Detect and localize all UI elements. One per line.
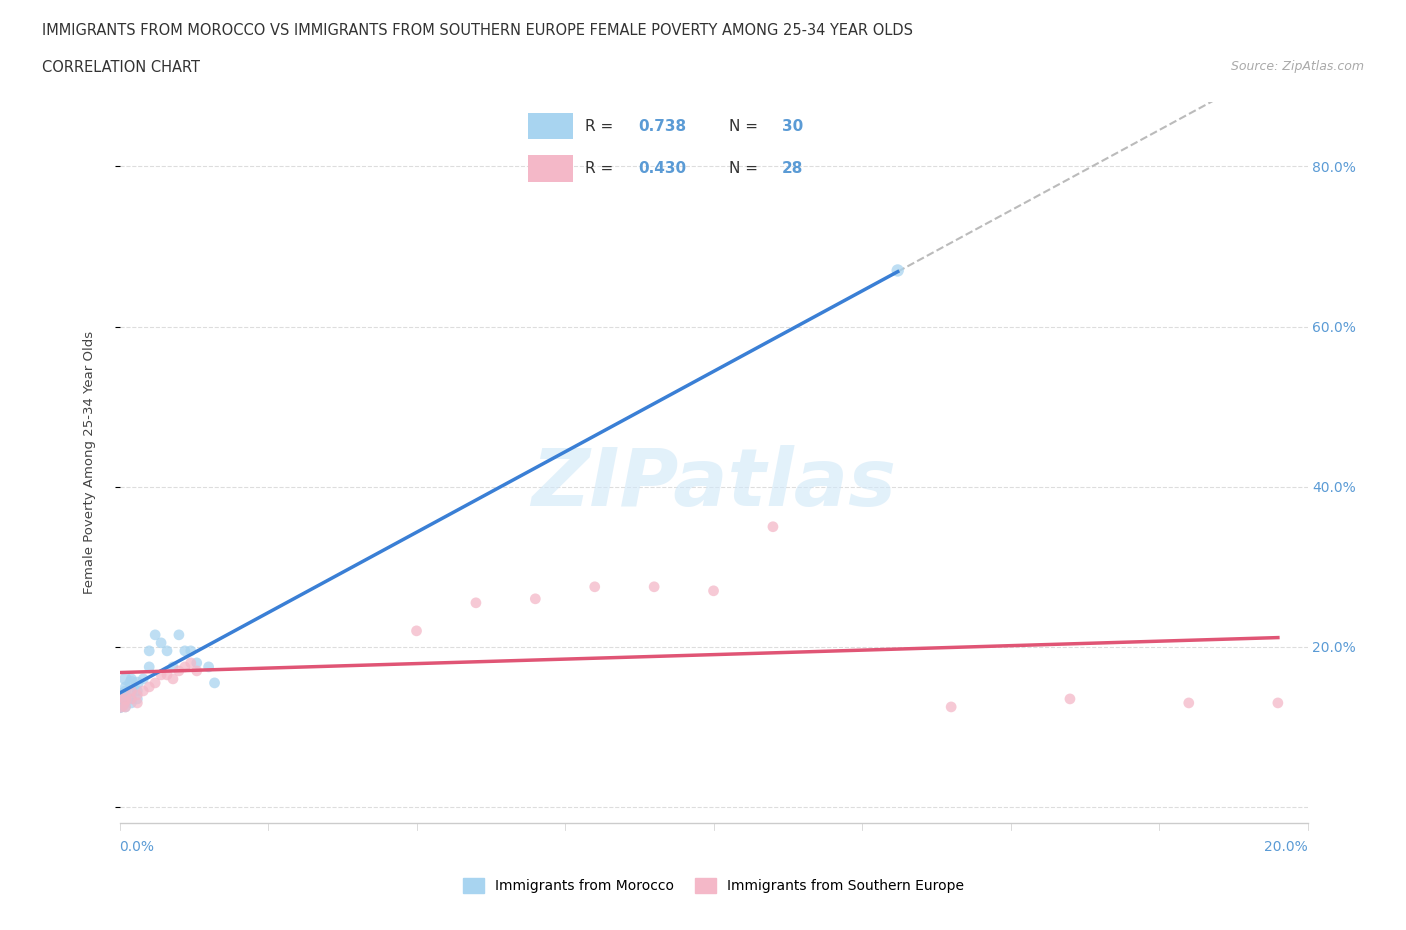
Point [702,583,725,598]
Point [114,680,136,695]
Point [120,684,142,698]
Point [120,675,142,690]
Point [162,671,184,686]
Point [138,680,160,695]
Text: R =: R = [585,161,617,176]
Point [120,671,142,686]
Point [643,579,665,594]
Point [186,663,208,678]
Text: 28: 28 [782,161,804,176]
Point [156,644,179,658]
Point [156,668,179,683]
Point [150,635,173,650]
Point [114,699,136,714]
Point [120,692,142,707]
Point [132,671,155,686]
Point [127,684,149,698]
Point [173,644,195,658]
Point [132,684,155,698]
Text: 0.738: 0.738 [638,119,686,134]
FancyBboxPatch shape [527,155,574,182]
Point [108,696,131,711]
Point [405,623,427,638]
Point [120,684,142,698]
Point [127,687,149,702]
Point [108,687,131,702]
FancyBboxPatch shape [527,113,574,140]
Point [180,656,202,671]
Point [1178,696,1201,711]
Text: 0.430: 0.430 [638,161,686,176]
Point [114,684,136,698]
Point [204,675,226,690]
Text: R =: R = [585,119,617,134]
Point [180,644,202,658]
Point [167,663,190,678]
Point [127,692,149,707]
Point [464,595,486,610]
Point [108,696,131,711]
Text: N =: N = [730,119,763,134]
Text: Source: ZipAtlas.com: Source: ZipAtlas.com [1230,60,1364,73]
Point [114,671,136,686]
Text: ZIPatlas: ZIPatlas [531,445,896,524]
Text: 30: 30 [782,119,803,134]
Point [127,675,149,690]
Point [127,696,149,711]
Legend: Immigrants from Morocco, Immigrants from Southern Europe: Immigrants from Morocco, Immigrants from… [457,872,970,899]
Point [162,659,184,674]
Point [120,692,142,707]
Point [583,579,606,594]
Point [1267,696,1289,711]
Point [114,699,136,714]
Text: N =: N = [730,161,763,176]
Y-axis label: Female Poverty Among 25-34 Year Olds: Female Poverty Among 25-34 Year Olds [83,331,96,594]
Point [108,699,131,714]
Point [197,659,219,674]
Point [114,692,136,707]
Text: 0.0%: 0.0% [120,840,155,854]
Point [886,263,908,278]
Point [143,628,166,643]
Point [138,644,160,658]
Text: IMMIGRANTS FROM MOROCCO VS IMMIGRANTS FROM SOUTHERN EUROPE FEMALE POVERTY AMONG : IMMIGRANTS FROM MOROCCO VS IMMIGRANTS FR… [42,23,912,38]
Text: 20.0%: 20.0% [1264,840,1308,854]
Point [1059,692,1081,707]
Point [114,692,136,707]
Point [167,628,190,643]
Point [120,696,142,711]
Point [150,668,173,683]
Point [939,699,962,714]
Text: CORRELATION CHART: CORRELATION CHART [42,60,200,75]
Point [173,659,195,674]
Point [762,519,785,534]
Point [186,656,208,671]
Point [143,675,166,690]
Point [138,659,160,674]
Point [524,591,547,606]
